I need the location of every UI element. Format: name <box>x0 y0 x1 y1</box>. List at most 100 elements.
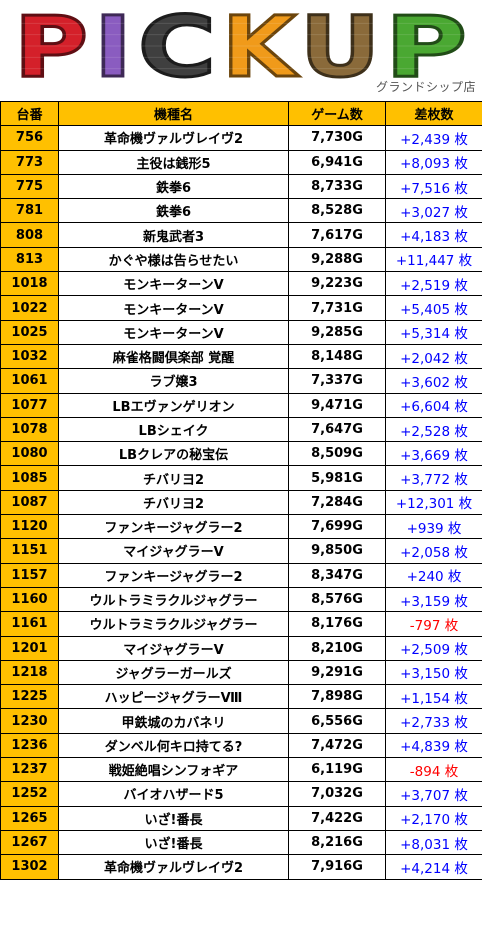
svg-text:U: U <box>300 0 380 96</box>
row-coin-difference: +2,042 枚 <box>385 343 482 370</box>
table-row: 808 新鬼武者3 7,617G +4,183 枚 <box>0 222 482 248</box>
row-coin-difference: +2,509 枚 <box>385 635 482 661</box>
header-row: 台番 機種名 ゲーム数 差枚数 <box>0 100 482 127</box>
row-machine-number: 1265 <box>0 805 59 831</box>
row-coin-difference: +4,183 枚 <box>385 222 482 248</box>
row-game-count: 7,422G <box>288 805 386 831</box>
row-machine-name: 革命機ヴァルヴレイヴ2 <box>58 854 289 880</box>
table-row: 1230 甲鉄城のカバネリ 6,556G +2,733 枚 <box>0 708 482 734</box>
row-game-count: 7,730G <box>288 125 386 151</box>
logo-letter-p: P <box>384 0 469 98</box>
row-machine-name: モンキーターンV <box>58 319 289 345</box>
table-row: 1061 ラブ嬢3 7,337G +3,602 枚 <box>0 368 482 394</box>
table-row: 1080 LBクレアの秘宝伝 8,509G +3,669 枚 <box>0 441 482 467</box>
row-game-count: 7,916G <box>288 854 386 880</box>
row-machine-number: 775 <box>0 173 59 200</box>
row-game-count: 9,850G <box>288 538 386 564</box>
row-machine-name: LBエヴァンゲリオン <box>58 392 289 418</box>
row-machine-name: 主役は銭形5 <box>58 149 289 175</box>
table-row: 1265 いざ!番長 7,422G +2,170 枚 <box>0 805 482 831</box>
table-row: 1157 ファンキージャグラー2 8,347G +240 枚 <box>0 562 482 588</box>
row-machine-name: チバリヨ2 <box>58 465 289 491</box>
table-row: 781 鉄拳6 8,528G +3,027 枚 <box>0 198 482 224</box>
table-row: 1022 モンキーターンV 7,731G +5,405 枚 <box>0 295 482 321</box>
row-machine-name: モンキーターンV <box>58 295 289 321</box>
row-machine-name: ラブ嬢3 <box>58 368 289 394</box>
logo-letter-k: K <box>221 0 301 98</box>
row-coin-difference: +240 枚 <box>385 562 482 588</box>
row-machine-number: 1201 <box>0 635 59 661</box>
svg-text:C: C <box>138 0 216 96</box>
row-machine-number: 773 <box>0 149 59 175</box>
row-game-count: 8,148G <box>288 343 386 370</box>
row-machine-name: ファンキージャグラー2 <box>58 562 289 588</box>
row-machine-number: 1237 <box>0 757 59 783</box>
row-machine-number: 1087 <box>0 489 59 516</box>
table-row: 756 革命機ヴァルヴレイヴ2 7,730G +2,439 枚 <box>0 125 482 151</box>
logo-letter-c: C <box>137 0 218 98</box>
row-game-count: 7,699G <box>288 514 386 540</box>
row-machine-name: ファンキージャグラー2 <box>58 514 289 540</box>
row-game-count: 5,981G <box>288 465 386 491</box>
row-machine-name: チバリヨ2 <box>58 489 289 516</box>
row-machine-name: ウルトラミラクルジャグラー <box>58 611 289 637</box>
row-machine-number: 1078 <box>0 416 59 443</box>
row-machine-name: いざ!番長 <box>58 829 289 856</box>
row-coin-difference: -797 枚 <box>385 611 482 637</box>
row-coin-difference: +4,839 枚 <box>385 732 482 759</box>
row-coin-difference: +4,214 枚 <box>385 854 482 880</box>
row-machine-number: 1022 <box>0 295 59 321</box>
logo-letter-u: U <box>299 0 382 98</box>
svg-text:K: K <box>222 0 299 96</box>
row-game-count: 8,216G <box>288 829 386 856</box>
table-row: 1078 LBシェイク 7,647G +2,528 枚 <box>0 416 482 443</box>
table-row: 1085 チバリヨ2 5,981G +3,772 枚 <box>0 465 482 491</box>
row-coin-difference: +939 枚 <box>385 514 482 540</box>
row-coin-difference: +3,772 枚 <box>385 465 482 491</box>
row-machine-number: 781 <box>0 198 59 224</box>
row-game-count: 7,647G <box>288 416 386 443</box>
table-row: 1267 いざ!番長 8,216G +8,031 枚 <box>0 829 482 856</box>
row-game-count: 9,288G <box>288 246 386 273</box>
table-row: 775 鉄拳6 8,733G +7,516 枚 <box>0 173 482 200</box>
table-row: 1018 モンキーターンV 9,223G +2,519 枚 <box>0 271 482 297</box>
table-row: 813 かぐや様は告らせたい 9,288G +11,447 枚 <box>0 246 482 273</box>
row-coin-difference: +5,314 枚 <box>385 319 482 345</box>
row-coin-difference: +8,093 枚 <box>385 149 482 175</box>
row-coin-difference: +5,405 枚 <box>385 295 482 321</box>
row-game-count: 6,119G <box>288 757 386 783</box>
table-row: 1237 戦姫絶唱シンフォギア 6,119G -894 枚 <box>0 757 482 783</box>
row-machine-name: いざ!番長 <box>58 805 289 831</box>
store-name: グランドシップ店 <box>375 80 476 94</box>
row-machine-name: LBクレアの秘宝伝 <box>58 441 289 467</box>
row-coin-difference: +3,027 枚 <box>385 198 482 224</box>
row-machine-number: 1085 <box>0 465 59 491</box>
row-machine-number: 808 <box>0 222 59 248</box>
row-machine-number: 756 <box>0 125 59 151</box>
row-machine-name: バイオハザード5 <box>58 781 289 807</box>
row-machine-number: 1025 <box>0 319 59 345</box>
pickup-table: 台番 機種名 ゲーム数 差枚数 756 革命機ヴァルヴレイヴ2 7,730G +2,4… <box>0 100 482 880</box>
row-machine-number: 1267 <box>0 829 59 856</box>
row-machine-number: 1151 <box>0 538 59 564</box>
table-row: 1160 ウルトラミラクルジャグラー 8,576G +3,159 枚 <box>0 586 482 613</box>
table-row: 1151 マイジャグラーV 9,850G +2,058 枚 <box>0 538 482 564</box>
table-row: 773 主役は銭形5 6,941G +8,093 枚 <box>0 149 482 175</box>
header-game-count: ゲーム数 <box>288 100 386 127</box>
header-coin-difference: 差枚数 <box>385 100 482 127</box>
row-machine-number: 1236 <box>0 732 59 759</box>
logo-letter-p: P <box>13 0 90 98</box>
table-row: 1201 マイジャグラーV 8,210G +2,509 枚 <box>0 635 482 661</box>
row-machine-name: モンキーターンV <box>58 271 289 297</box>
row-machine-number: 1252 <box>0 781 59 807</box>
row-machine-number: 1302 <box>0 854 59 880</box>
table-row: 1236 ダンベル何キロ持てる? 7,472G +4,839 枚 <box>0 732 482 759</box>
row-machine-name: 麻雀格闘倶楽部 覚醒 <box>58 343 289 370</box>
row-machine-name: ハッピージャグラーⅧ <box>58 684 289 710</box>
row-game-count: 7,898G <box>288 684 386 710</box>
row-game-count: 7,731G <box>288 295 386 321</box>
row-coin-difference: +3,707 枚 <box>385 781 482 807</box>
row-machine-number: 1018 <box>0 271 59 297</box>
row-coin-difference: +2,170 枚 <box>385 805 482 831</box>
row-game-count: 9,285G <box>288 319 386 345</box>
